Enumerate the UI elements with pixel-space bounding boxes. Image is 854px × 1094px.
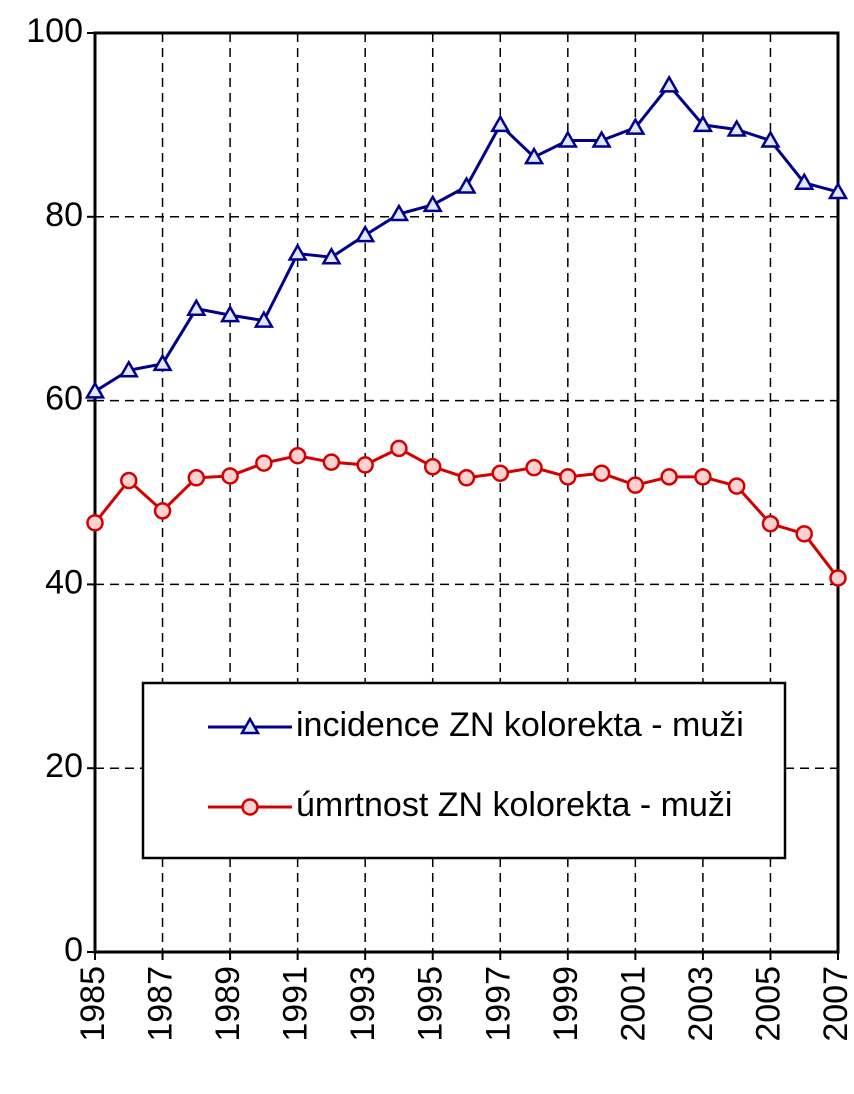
marker	[660, 468, 678, 486]
marker	[288, 446, 307, 465]
y-tick-label: 40	[45, 563, 83, 601]
marker	[559, 468, 577, 486]
x-tick-label: 1987	[142, 966, 180, 1042]
x-tick-label: 2001	[614, 966, 652, 1042]
marker	[287, 243, 308, 261]
marker	[491, 464, 510, 482]
legend: incidence ZN kolorekta - muži úmrtnost ZN…	[141, 681, 787, 860]
marker	[423, 458, 442, 476]
marker	[356, 456, 374, 474]
y-tick-label: 20	[45, 747, 83, 785]
marker	[186, 298, 207, 316]
marker	[221, 467, 239, 485]
x-tick-label: 1997	[479, 966, 517, 1042]
marker	[118, 359, 139, 378]
x-tick-label: 1995	[412, 966, 450, 1042]
marker	[322, 453, 341, 471]
x-tick-label: 1993	[344, 966, 382, 1042]
marker	[658, 74, 680, 93]
x-tick-label: 2005	[749, 966, 787, 1042]
x-tick-label: 1989	[209, 966, 247, 1042]
legend-box	[141, 681, 787, 860]
marker	[390, 439, 408, 458]
marker	[626, 476, 645, 494]
legend-label: incidence ZN kolorekta - muži	[296, 706, 744, 744]
y-tick-label: 80	[45, 196, 83, 234]
marker	[422, 194, 443, 213]
marker	[557, 130, 578, 148]
marker	[761, 514, 780, 533]
marker	[694, 468, 712, 486]
marker	[84, 380, 106, 399]
marker	[187, 469, 206, 487]
marker	[457, 469, 476, 487]
marker	[727, 477, 746, 495]
marker	[219, 304, 241, 323]
series-line	[94, 83, 839, 393]
marker	[321, 246, 342, 265]
x-tick-label: 2003	[682, 966, 720, 1042]
plot-frame	[93, 31, 840, 954]
marker	[120, 471, 138, 490]
marker	[152, 353, 173, 372]
marker	[760, 130, 781, 148]
legend-marker	[239, 716, 261, 735]
marker	[490, 114, 511, 133]
legend-marker	[241, 798, 259, 816]
marker	[86, 514, 104, 532]
marker	[692, 114, 714, 133]
x-tick-label: 2007	[817, 966, 854, 1042]
marker	[388, 203, 410, 222]
marker	[456, 175, 477, 194]
legend-label: úmrtnost ZN kolorekta - muži	[296, 786, 732, 824]
marker	[827, 181, 849, 200]
marker	[795, 525, 813, 543]
x-tick-label: 1999	[547, 966, 585, 1042]
marker	[829, 569, 847, 587]
marker	[153, 502, 172, 520]
y-tick-label: 60	[45, 380, 83, 418]
marker	[794, 172, 815, 191]
marker	[523, 146, 545, 165]
marker	[726, 118, 747, 137]
marker	[625, 117, 646, 135]
marker	[255, 454, 273, 472]
series-line	[93, 446, 840, 579]
y-tick-label: 0	[64, 931, 83, 969]
y-tick-label: 100	[26, 12, 83, 50]
marker	[591, 130, 612, 148]
x-tick-label: 1985	[74, 966, 112, 1042]
marker	[253, 310, 275, 328]
marker	[592, 464, 611, 482]
marker	[355, 224, 376, 243]
x-tick-label: 1991	[277, 966, 315, 1042]
marker	[525, 458, 543, 477]
